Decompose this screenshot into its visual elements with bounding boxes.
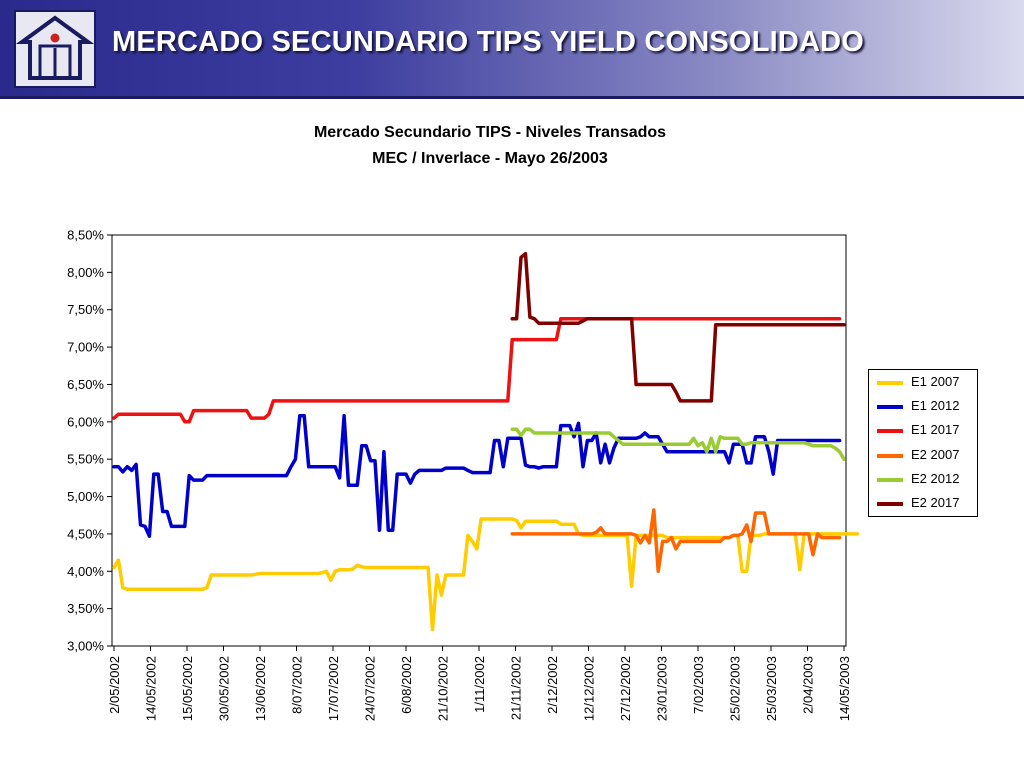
x-tick-label: 1/11/2002 bbox=[472, 656, 487, 713]
x-tick-label: 14/05/2002 bbox=[144, 656, 159, 721]
legend-swatch bbox=[877, 477, 903, 482]
y-tick-label: 6,00% bbox=[67, 414, 104, 429]
x-tick-label: 2/12/2002 bbox=[545, 656, 560, 714]
x-tick-label: 24/07/2002 bbox=[363, 656, 378, 721]
series-line bbox=[510, 251, 846, 403]
y-tick-label: 3,50% bbox=[67, 601, 104, 616]
legend-swatch bbox=[877, 502, 903, 506]
y-tick-label: 8,00% bbox=[67, 265, 104, 280]
legend-swatch bbox=[877, 429, 903, 434]
x-tick-label: 27/12/2002 bbox=[618, 656, 633, 721]
chart-legend: E1 2007 E1 2012 E1 2017 E2 2007 E2 2012 E2 20… bbox=[868, 369, 978, 517]
plot-area bbox=[111, 234, 847, 647]
y-tick-label: 7,50% bbox=[67, 302, 104, 317]
legend-swatch bbox=[877, 405, 903, 410]
series-line bbox=[112, 414, 842, 538]
legend-label: E1 2007 bbox=[911, 374, 960, 389]
series-line bbox=[510, 427, 846, 461]
x-tick-label: 12/12/2002 bbox=[582, 656, 597, 721]
y-tick-label: 3,00% bbox=[67, 639, 104, 654]
x-tick-label: 15/05/2002 bbox=[180, 656, 195, 721]
y-tick-label: 5,00% bbox=[67, 489, 104, 504]
y-tick-label: 4,50% bbox=[67, 526, 104, 541]
x-tick-label: 6/08/2002 bbox=[399, 656, 414, 714]
x-tick-label: 14/05/2003 bbox=[837, 656, 852, 721]
series-line bbox=[112, 316, 842, 424]
legend-label: E2 2007 bbox=[911, 446, 960, 462]
x-tick-label: 7/02/2003 bbox=[691, 656, 706, 714]
header-banner: MERCADO SECUNDARIO TIPS YIELD CONSOLIDAD… bbox=[0, 0, 1024, 99]
series-line bbox=[510, 508, 842, 574]
y-tick-label: 8,50% bbox=[67, 228, 104, 243]
chart-title: Mercado Secundario TIPS - Niveles Transa… bbox=[313, 124, 667, 141]
legend-swatch bbox=[877, 453, 903, 458]
x-tick-label: 25/03/2003 bbox=[764, 656, 779, 721]
x-tick-label: 2/05/2002 bbox=[107, 656, 122, 714]
y-tick-label: 4,00% bbox=[67, 564, 104, 579]
x-tick-label: 8/07/2002 bbox=[290, 656, 305, 714]
x-tick-label: 2/04/2003 bbox=[801, 656, 816, 714]
legend-label: E2 2017 bbox=[911, 495, 960, 510]
x-tick-label: 21/11/2002 bbox=[509, 656, 524, 720]
y-tick-label: 5,50% bbox=[67, 452, 104, 467]
logo bbox=[14, 10, 96, 88]
y-tick-label: 7,00% bbox=[67, 340, 104, 355]
legend-swatch bbox=[877, 381, 903, 385]
x-tick-label: 13/06/2002 bbox=[253, 656, 268, 721]
x-tick-label: 25/02/2003 bbox=[728, 656, 743, 721]
chart-subtitle: MEC / Inverlace - Mayo 26/2003 bbox=[372, 150, 608, 167]
x-tick-label: 23/01/2003 bbox=[655, 656, 670, 721]
y-tick-label: 6,50% bbox=[67, 377, 104, 392]
x-tick-label: 21/10/2002 bbox=[436, 656, 451, 721]
legend-label: E1 2012 bbox=[911, 398, 960, 414]
x-tick-label: 30/05/2002 bbox=[217, 656, 232, 721]
x-tick-label: 17/07/2002 bbox=[326, 656, 341, 721]
legend-label: E1 2017 bbox=[911, 422, 960, 438]
legend-label: E2 2012 bbox=[911, 470, 960, 486]
page-title: MERCADO SECUNDARIO TIPS YIELD CONSOLIDAD… bbox=[112, 26, 865, 58]
house-info-icon bbox=[15, 15, 95, 80]
